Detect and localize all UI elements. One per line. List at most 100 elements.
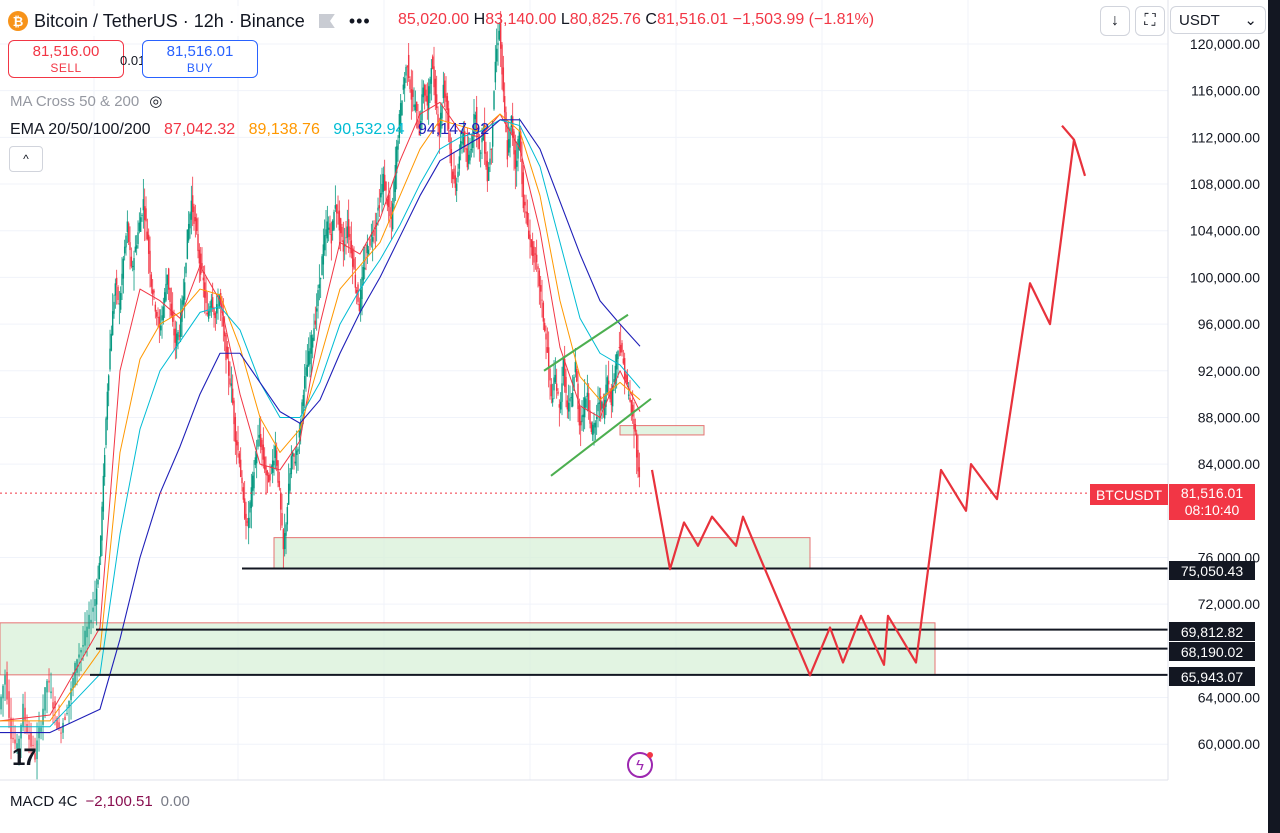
eye-hidden-icon[interactable]: ◎	[149, 93, 163, 110]
candlestick	[283, 513, 286, 557]
candle-body	[338, 210, 341, 231]
candlestick	[557, 388, 559, 396]
candle-body	[119, 293, 122, 310]
candle-body	[566, 400, 569, 410]
candlestick	[36, 722, 38, 780]
candle-body	[40, 727, 42, 732]
candle-body	[535, 254, 538, 263]
candlestick	[565, 368, 567, 408]
candle-body	[241, 477, 243, 484]
candle-body	[594, 422, 597, 428]
candle-body	[115, 277, 118, 285]
candle-body	[309, 348, 311, 365]
candle-body	[625, 373, 627, 383]
candlestick	[341, 223, 343, 243]
candlestick	[182, 278, 185, 307]
candle-body	[251, 475, 254, 491]
candle-body	[546, 347, 549, 353]
ma-cross-indicator[interactable]: MA Cross 50 & 200 ◎	[10, 92, 163, 111]
candle-body	[162, 306, 165, 320]
candlestick	[186, 229, 189, 260]
buy-button[interactable]: 81,516.01 BUY	[142, 40, 258, 78]
candlestick	[333, 209, 335, 232]
candle-body	[62, 722, 64, 733]
candle-body	[198, 249, 201, 264]
candle-body	[101, 506, 103, 541]
candle-body	[426, 95, 429, 106]
candle-body	[570, 397, 573, 399]
symbol-title[interactable]: Bitcoin / TetherUS · 12h · Binance	[34, 10, 305, 31]
candlestick	[97, 565, 99, 588]
candle-body	[353, 258, 355, 269]
candle-body	[481, 137, 483, 143]
candlestick	[474, 111, 477, 132]
candle-body	[601, 401, 603, 409]
candle-body	[294, 461, 297, 464]
candlestick	[110, 325, 113, 352]
candlestick	[618, 331, 621, 357]
candle-body	[177, 331, 179, 340]
candlestick	[529, 219, 531, 259]
axis-background	[1168, 0, 1280, 833]
candlestick	[107, 374, 110, 407]
candlestick	[478, 134, 481, 162]
candlestick	[591, 421, 594, 442]
candlestick	[247, 501, 250, 545]
ma-cross-label: MA Cross 50 & 200	[10, 92, 140, 110]
candlestick	[461, 129, 463, 154]
currency-select[interactable]: USDT ⌄	[1170, 6, 1266, 34]
candle-body	[605, 384, 607, 407]
candlestick	[567, 384, 570, 419]
candle-body	[369, 239, 371, 246]
candlestick	[590, 421, 593, 435]
candle-body	[361, 277, 363, 300]
collapse-indicators-button[interactable]: ^	[9, 146, 43, 172]
macd-indicator[interactable]: MACD 4C −2,100.51 0.00	[10, 793, 190, 810]
candlestick	[575, 364, 578, 383]
projection-arrowhead	[1061, 124, 1087, 177]
candlestick	[457, 163, 459, 183]
candle-body	[286, 507, 289, 525]
candle-body	[64, 716, 66, 721]
candle-body	[427, 86, 430, 111]
candle-body	[239, 459, 242, 478]
candlestick	[427, 78, 430, 125]
candlestick	[398, 109, 401, 144]
more-icon[interactable]: •••	[348, 10, 371, 31]
candle-body	[234, 417, 237, 442]
download-icon[interactable]: ↓	[1100, 6, 1130, 36]
candle-body	[323, 235, 326, 251]
bitcoin-icon[interactable]: ₿	[8, 11, 28, 31]
candle-body	[90, 619, 92, 623]
candle-body	[186, 229, 189, 259]
candlestick	[559, 392, 562, 414]
sell-button[interactable]: 81,516.00 SELL	[8, 40, 124, 78]
candle-body	[301, 402, 303, 415]
candle-body	[614, 365, 617, 384]
ema-indicator[interactable]: EMA 20/50/100/200 87,042.32 89,138.76 90…	[10, 121, 498, 139]
candle-body	[129, 242, 131, 251]
candle-body	[475, 106, 478, 131]
candle-body	[259, 434, 262, 448]
candlestick	[331, 219, 334, 241]
candlestick	[314, 306, 317, 329]
candlestick	[469, 137, 471, 165]
fullscreen-icon[interactable]: ⛶	[1135, 6, 1165, 36]
candlestick	[169, 287, 171, 319]
candlestick	[177, 330, 179, 350]
candlestick	[326, 205, 329, 243]
candlestick	[48, 668, 50, 693]
candlestick	[146, 218, 149, 241]
candle-body	[483, 124, 486, 154]
candlestick	[118, 291, 121, 325]
flag-icon[interactable]	[318, 14, 335, 28]
candle-body	[131, 265, 134, 267]
lightning-icon[interactable]: ϟ	[627, 752, 653, 778]
candle-body	[28, 734, 30, 740]
candle-body	[554, 374, 557, 383]
candle-body	[617, 351, 619, 360]
candlestick	[230, 366, 233, 403]
order-quantity[interactable]: 0.01	[120, 53, 146, 68]
